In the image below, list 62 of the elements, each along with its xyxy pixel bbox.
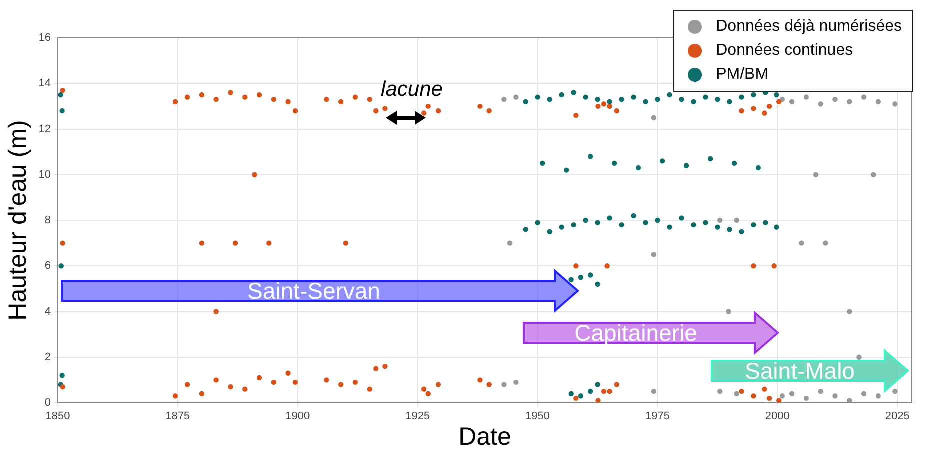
point — [876, 99, 882, 104]
point — [726, 309, 732, 314]
point — [856, 354, 862, 360]
point — [780, 394, 786, 399]
y-tick-label: 6 — [44, 260, 51, 272]
point — [799, 240, 804, 246]
point — [651, 115, 656, 120]
y-axis-title: Hauteur d'eau (m) — [4, 120, 32, 321]
annotation: Capitainerie — [574, 320, 698, 346]
annotation: lacune — [381, 78, 443, 101]
point — [892, 102, 898, 107]
point — [892, 388, 898, 394]
point — [818, 388, 824, 394]
point — [804, 396, 810, 402]
point — [813, 172, 819, 178]
point — [502, 382, 507, 388]
annotation: Saint-Servan — [248, 278, 380, 304]
point — [734, 218, 740, 224]
x-tick-label: 1975 — [645, 410, 670, 423]
point — [717, 218, 723, 224]
point — [832, 394, 838, 399]
y-tick-label: 2 — [44, 351, 51, 364]
x-tick-label: 2000 — [765, 410, 790, 423]
annotation: Saint-Malo — [745, 358, 855, 384]
point — [871, 172, 876, 178]
x-tick-label: 1850 — [46, 410, 70, 423]
point — [651, 388, 656, 394]
y-tick-label: 4 — [44, 306, 51, 318]
point — [789, 99, 795, 104]
point — [832, 96, 838, 102]
legend-label: Données continues — [716, 42, 854, 60]
point — [502, 96, 507, 102]
x-tick-label: 1950 — [526, 410, 550, 423]
x-tick-label: 1900 — [286, 410, 310, 423]
point — [789, 391, 795, 396]
y-tick-label: 8 — [44, 214, 51, 227]
point — [818, 102, 824, 107]
point — [804, 94, 810, 100]
legend-label: PM/BM — [716, 66, 769, 84]
y-tick-label: 0 — [44, 397, 51, 410]
point — [514, 94, 519, 100]
x-tick-label: 1875 — [166, 410, 190, 423]
point — [861, 94, 867, 100]
point — [847, 398, 852, 403]
legend-label: Données déjà numérisées — [716, 18, 902, 36]
point — [847, 309, 852, 314]
point — [717, 388, 723, 394]
y-tick-label: 10 — [38, 168, 51, 181]
point — [734, 391, 740, 396]
y-tick-label: 12 — [38, 123, 51, 136]
x-tick-label: 1925 — [406, 410, 430, 423]
point — [514, 380, 519, 386]
point — [861, 391, 867, 396]
y-tick-label: 14 — [38, 78, 51, 90]
point — [651, 252, 656, 258]
point — [876, 394, 882, 399]
point — [823, 240, 828, 246]
point — [507, 240, 513, 246]
x-tick-label: 2025 — [885, 410, 910, 423]
x-axis-title: Date — [458, 422, 512, 451]
y-tick-label: 16 — [38, 32, 51, 44]
point — [847, 99, 852, 104]
